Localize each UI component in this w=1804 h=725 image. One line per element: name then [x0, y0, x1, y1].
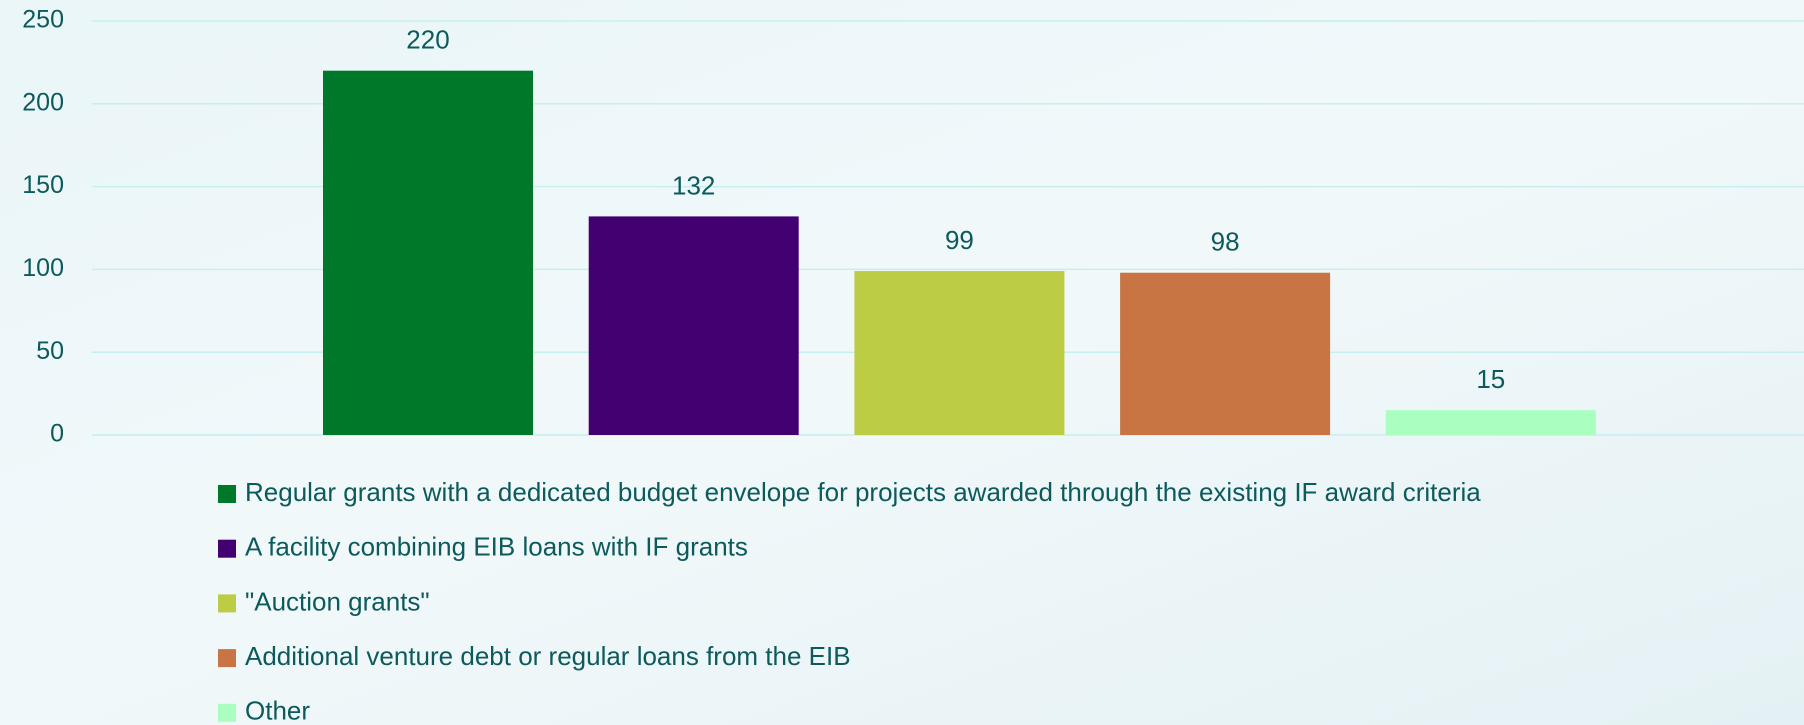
- legend-swatch: [218, 703, 236, 722]
- legend-label: Other: [245, 696, 310, 725]
- legend-swatch: [218, 539, 236, 558]
- legend-swatch: [218, 485, 236, 503]
- y-tick-label: 200: [22, 88, 64, 116]
- value-label: 99: [945, 225, 974, 255]
- bar: [854, 271, 1065, 435]
- y-tick-label: 150: [22, 171, 64, 199]
- y-tick-label: 250: [22, 6, 64, 34]
- bar: [1385, 410, 1596, 435]
- legend-label: Additional venture debt or regular loans…: [245, 641, 851, 671]
- legend-swatch: [218, 594, 236, 613]
- legend-swatch: [218, 649, 236, 668]
- legend-label: A facility combining EIB loans with IF g…: [245, 532, 748, 562]
- value-label: 98: [1211, 227, 1240, 257]
- value-label: 132: [672, 170, 715, 200]
- value-label: 220: [406, 25, 449, 55]
- y-tick-label: 100: [22, 254, 64, 282]
- y-tick-label: 50: [36, 337, 64, 365]
- y-tick-label: 0: [50, 420, 64, 448]
- bar: [588, 216, 799, 435]
- legend-label: Regular grants with a dedicated budget e…: [245, 477, 1481, 507]
- bar: [1120, 272, 1331, 435]
- bar: [323, 70, 533, 436]
- legend-label: "Auction grants": [245, 586, 430, 616]
- value-label: 15: [1476, 364, 1505, 394]
